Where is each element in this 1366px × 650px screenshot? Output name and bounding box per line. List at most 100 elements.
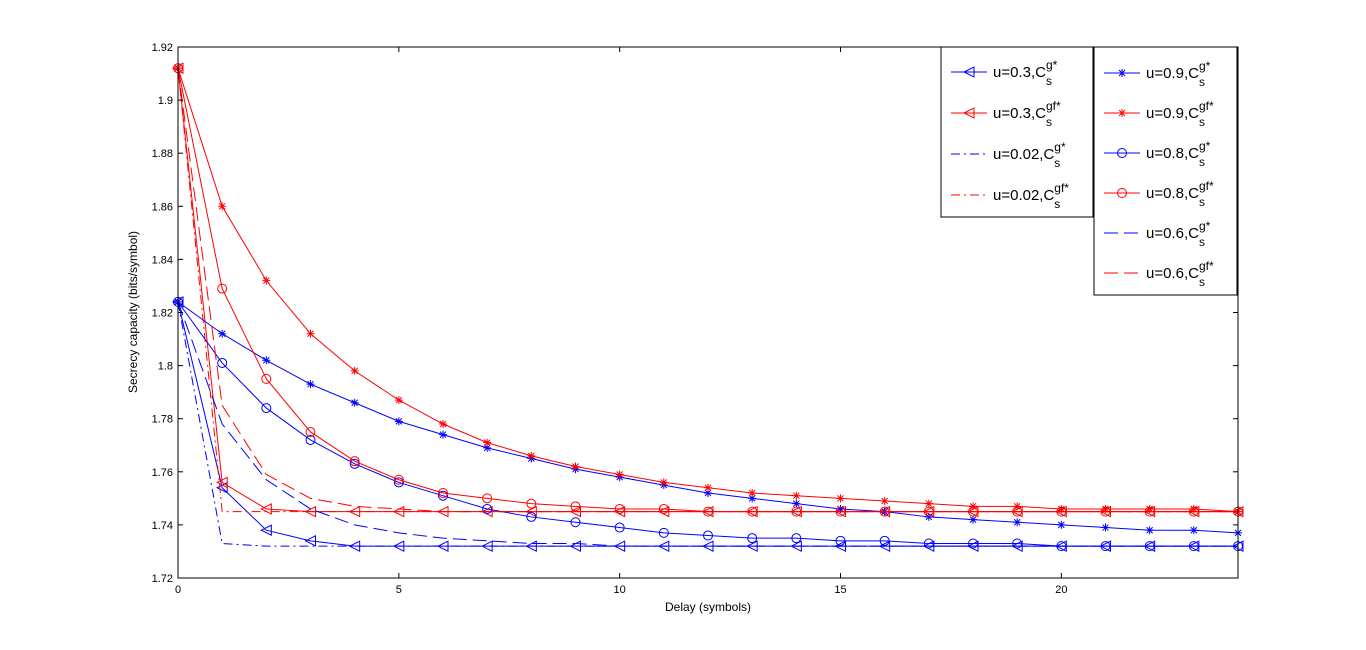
- legend-marker: [1117, 148, 1127, 158]
- data-point: [394, 417, 403, 426]
- data-point: [394, 396, 403, 405]
- data-point: [1013, 502, 1022, 511]
- data-point: [393, 474, 404, 485]
- data-point: [704, 483, 712, 492]
- data-point: [614, 503, 625, 514]
- data-point: [792, 499, 801, 508]
- legend: u=0.3,Cg* s u=0.3,Cgf* s u=0.02,Cg* s u=0.02,C…: [940, 46, 1238, 296]
- legend-box: u=0.3,Cg* s u=0.3,Cgf* s u=0.02,Cg* s u=0.02,C…: [940, 46, 1094, 218]
- y-tick-label: 1.86: [152, 201, 173, 213]
- data-point: [526, 511, 537, 522]
- legend-entry: u=0.8,Cg* s: [1104, 139, 1211, 169]
- data-point: [748, 489, 757, 498]
- data-point: [392, 540, 405, 552]
- data-point: [792, 491, 801, 500]
- data-point: [614, 522, 625, 533]
- legend-label: u=0.6,Cg* s: [1146, 219, 1211, 249]
- legend-entry: u=0.9,Cgf* s: [1104, 99, 1214, 129]
- legend-entry: u=0.02,Cgf* s: [951, 181, 1069, 211]
- data-point: [1101, 523, 1110, 532]
- data-point: [923, 538, 934, 549]
- data-point: [218, 202, 227, 211]
- series-s_06_g: [177, 301, 1238, 547]
- legend-entry: u=0.3,Cgf* s: [951, 99, 1061, 129]
- data-point: [1145, 526, 1154, 535]
- data-point: [218, 329, 227, 338]
- data-point: [217, 357, 228, 368]
- data-point: [350, 366, 359, 375]
- data-point: [305, 426, 316, 437]
- data-point: [615, 470, 624, 479]
- data-point: [349, 456, 360, 467]
- legend-box: u=0.9,Cg* s u=0.9,Cgf* s u=0.8,Cg* s u=0.8,Cgf…: [1093, 46, 1238, 296]
- legend-label: u=0.3,Cgf* s: [993, 99, 1061, 129]
- data-point: [1189, 504, 1198, 513]
- data-point: [438, 490, 448, 501]
- legend-entry: u=0.6,Cg* s: [1104, 219, 1211, 249]
- data-point: [305, 434, 316, 445]
- legend-label: u=0.9,Cgf* s: [1146, 99, 1214, 129]
- data-point: [924, 512, 933, 521]
- data-point: [438, 488, 448, 499]
- x-tick-label: 0: [175, 584, 181, 596]
- data-point: [1057, 520, 1066, 529]
- legend-label: u=0.8,Cg* s: [1146, 139, 1211, 169]
- data-point: [1013, 518, 1022, 527]
- data-point: [836, 494, 845, 503]
- data-point: [968, 538, 978, 549]
- data-point: [747, 533, 758, 544]
- data-point: [525, 505, 537, 518]
- data-point: [1145, 504, 1154, 513]
- data-point: [217, 283, 228, 294]
- data-point: [393, 477, 404, 488]
- data-point: [836, 504, 845, 513]
- data-point: [261, 403, 272, 414]
- data-point: [306, 329, 315, 338]
- series-line: [177, 301, 1238, 547]
- data-point: [262, 356, 271, 365]
- x-tick-label: 15: [834, 584, 846, 596]
- legend-entry: u=0.3,Cg* s: [951, 58, 1058, 88]
- y-tick-label: 1.74: [152, 520, 173, 532]
- data-point: [571, 462, 580, 471]
- data-point: [304, 535, 316, 547]
- data-point: [1012, 538, 1023, 549]
- legend-marker: [1117, 188, 1127, 198]
- data-point: [658, 503, 669, 514]
- x-axis-label: Delay (symbols): [665, 600, 751, 614]
- x-tick-label: 10: [614, 584, 626, 596]
- legend-entry: u=0.6,Cgf* s: [1104, 259, 1214, 289]
- data-point: [658, 527, 669, 538]
- legend-label: u=0.02,Cgf* s: [993, 181, 1069, 211]
- data-point: [306, 380, 315, 389]
- data-point: [483, 443, 492, 452]
- x-tick-label: 20: [1055, 584, 1067, 596]
- y-tick-label: 1.88: [152, 148, 173, 160]
- data-point: [216, 476, 228, 489]
- legend-frame: [1093, 46, 1238, 296]
- legend-frame: [940, 46, 1094, 218]
- data-point: [1101, 504, 1110, 513]
- y-tick-label: 1.9: [158, 95, 173, 107]
- data-point: [260, 524, 272, 537]
- data-point: [880, 497, 889, 506]
- y-axis-label: Secrecy capacity (bits/symbol): [126, 231, 140, 393]
- legend-label: u=0.8,Cgf* s: [1146, 179, 1214, 209]
- y-tick-label: 1.76: [152, 467, 173, 479]
- data-point: [439, 430, 447, 439]
- legend-label: u=0.6,Cgf* s: [1146, 259, 1214, 289]
- series-line: [177, 68, 1238, 513]
- data-point: [659, 478, 668, 487]
- legend-entry: u=0.9,Cg* s: [1104, 59, 1211, 89]
- legend-marker: [962, 66, 975, 78]
- series-s_06_gf: [177, 68, 1238, 513]
- data-point: [703, 530, 713, 541]
- y-tick-label: 1.84: [152, 254, 173, 266]
- data-point: [482, 493, 493, 504]
- data-point: [262, 276, 271, 285]
- legend-marker: [1118, 109, 1126, 117]
- y-tick-label: 1.72: [152, 573, 173, 585]
- data-point: [350, 398, 359, 407]
- data-point: [439, 420, 447, 429]
- y-tick-label: 1.92: [152, 42, 173, 54]
